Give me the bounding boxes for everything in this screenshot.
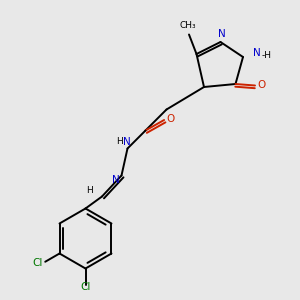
Text: Cl: Cl <box>80 281 91 292</box>
Text: H: H <box>116 137 122 146</box>
Text: -H: -H <box>262 51 272 60</box>
Text: N: N <box>253 47 260 58</box>
Text: CH₃: CH₃ <box>179 21 196 30</box>
Text: O: O <box>167 113 175 124</box>
Text: O: O <box>257 80 266 91</box>
Text: Cl: Cl <box>33 257 43 268</box>
Text: N: N <box>218 28 226 39</box>
Text: H: H <box>86 186 93 195</box>
Text: N: N <box>112 175 120 185</box>
Text: N: N <box>123 137 131 147</box>
